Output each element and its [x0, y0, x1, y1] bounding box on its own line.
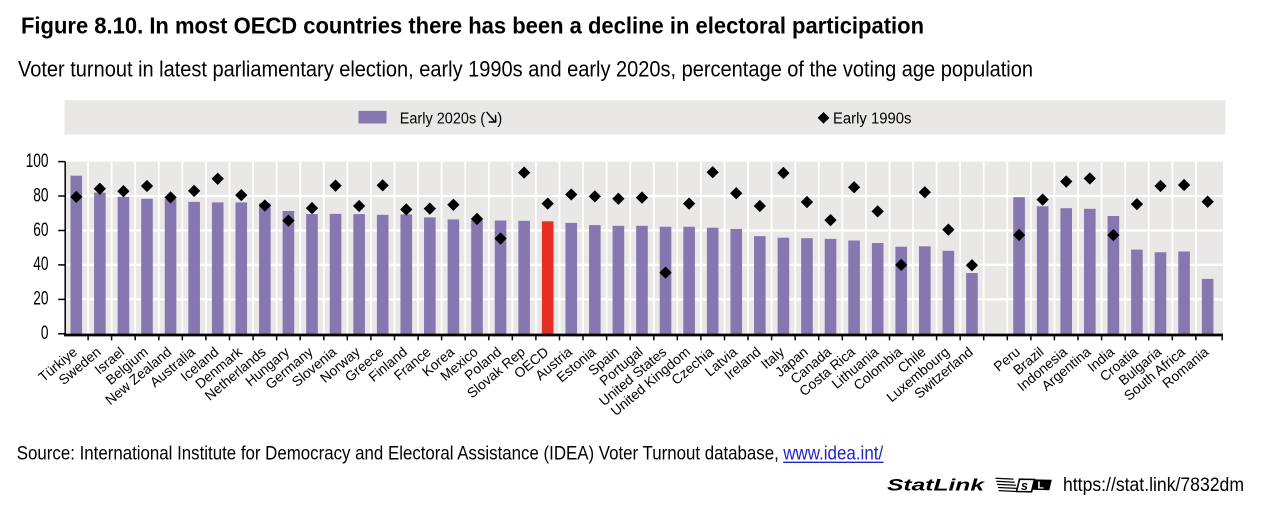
svg-text:): )	[497, 110, 502, 127]
svg-text:Early 2020s (: Early 2020s (	[400, 110, 486, 127]
svg-text:Figure 8.10. In most OECD coun: Figure 8.10. In most OECD countries ther…	[21, 12, 924, 38]
svg-text:Voter turnout in latest parlia: Voter turnout in latest parliamentary el…	[18, 57, 1033, 82]
svg-text:Source: International Institut: Source: International Institute for Demo…	[17, 443, 779, 465]
svg-text:L: L	[1038, 479, 1045, 491]
svg-text:60: 60	[33, 220, 48, 241]
svg-text:100: 100	[26, 151, 49, 172]
svg-text:80: 80	[33, 185, 48, 206]
svg-text:www.idea.int/: www.idea.int/	[782, 443, 883, 465]
svg-text:https://stat.link/7832dm: https://stat.link/7832dm	[1063, 474, 1244, 496]
svg-text:0: 0	[41, 323, 49, 344]
svg-text:20: 20	[33, 289, 48, 310]
svg-text:40: 40	[33, 254, 48, 275]
svg-text:Early 1990s: Early 1990s	[833, 110, 912, 127]
svg-text:StatLink: StatLink	[887, 477, 986, 495]
svg-text:s: s	[1021, 479, 1028, 493]
